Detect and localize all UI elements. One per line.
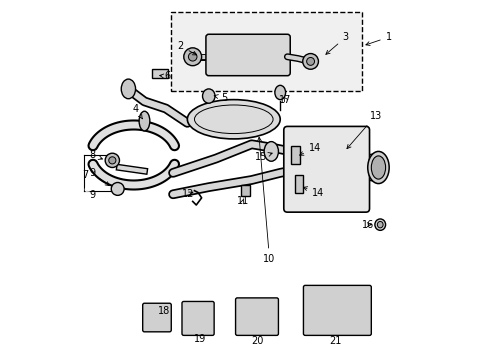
Text: 14: 14 (299, 143, 321, 155)
Circle shape (306, 58, 314, 65)
Text: 11: 11 (236, 197, 248, 206)
Text: 13: 13 (346, 111, 381, 149)
Ellipse shape (367, 152, 388, 184)
Bar (151, 69, 167, 78)
Ellipse shape (374, 219, 385, 230)
Text: 1: 1 (365, 32, 391, 45)
Ellipse shape (121, 79, 135, 99)
Text: 9: 9 (83, 187, 89, 197)
Text: 4: 4 (132, 104, 142, 119)
Text: 5: 5 (214, 93, 227, 103)
Circle shape (111, 183, 124, 195)
Circle shape (183, 48, 201, 66)
FancyBboxPatch shape (205, 34, 290, 76)
Ellipse shape (370, 156, 385, 179)
FancyBboxPatch shape (303, 285, 370, 336)
Circle shape (108, 157, 116, 164)
Ellipse shape (274, 85, 285, 100)
Text: 7: 7 (82, 170, 88, 180)
Text: 17: 17 (279, 95, 291, 105)
Circle shape (188, 53, 197, 61)
Text: 21: 21 (329, 337, 341, 346)
FancyBboxPatch shape (235, 298, 278, 336)
Text: 14: 14 (303, 187, 324, 198)
Ellipse shape (187, 100, 280, 139)
Ellipse shape (202, 89, 215, 103)
Text: 10: 10 (257, 137, 275, 264)
Circle shape (302, 54, 318, 69)
Text: 9: 9 (89, 190, 95, 201)
Text: 9: 9 (89, 168, 109, 186)
Bar (241, 185, 249, 196)
FancyBboxPatch shape (142, 303, 171, 332)
Text: 6: 6 (160, 71, 170, 81)
FancyBboxPatch shape (283, 126, 369, 212)
Text: 16: 16 (362, 220, 374, 230)
Bar (171, 12, 362, 91)
Bar (294, 175, 303, 193)
Text: 19: 19 (193, 334, 205, 344)
Circle shape (105, 153, 119, 167)
FancyBboxPatch shape (182, 301, 214, 336)
Text: 18: 18 (158, 306, 170, 316)
Text: 3: 3 (325, 32, 348, 54)
Ellipse shape (139, 111, 149, 131)
Text: 2: 2 (177, 41, 196, 55)
Text: 8: 8 (89, 150, 102, 160)
Text: 12: 12 (182, 189, 194, 199)
Text: 15: 15 (255, 152, 272, 162)
Ellipse shape (264, 141, 278, 161)
Bar (290, 146, 299, 164)
Text: 20: 20 (250, 337, 263, 346)
Ellipse shape (377, 221, 382, 228)
